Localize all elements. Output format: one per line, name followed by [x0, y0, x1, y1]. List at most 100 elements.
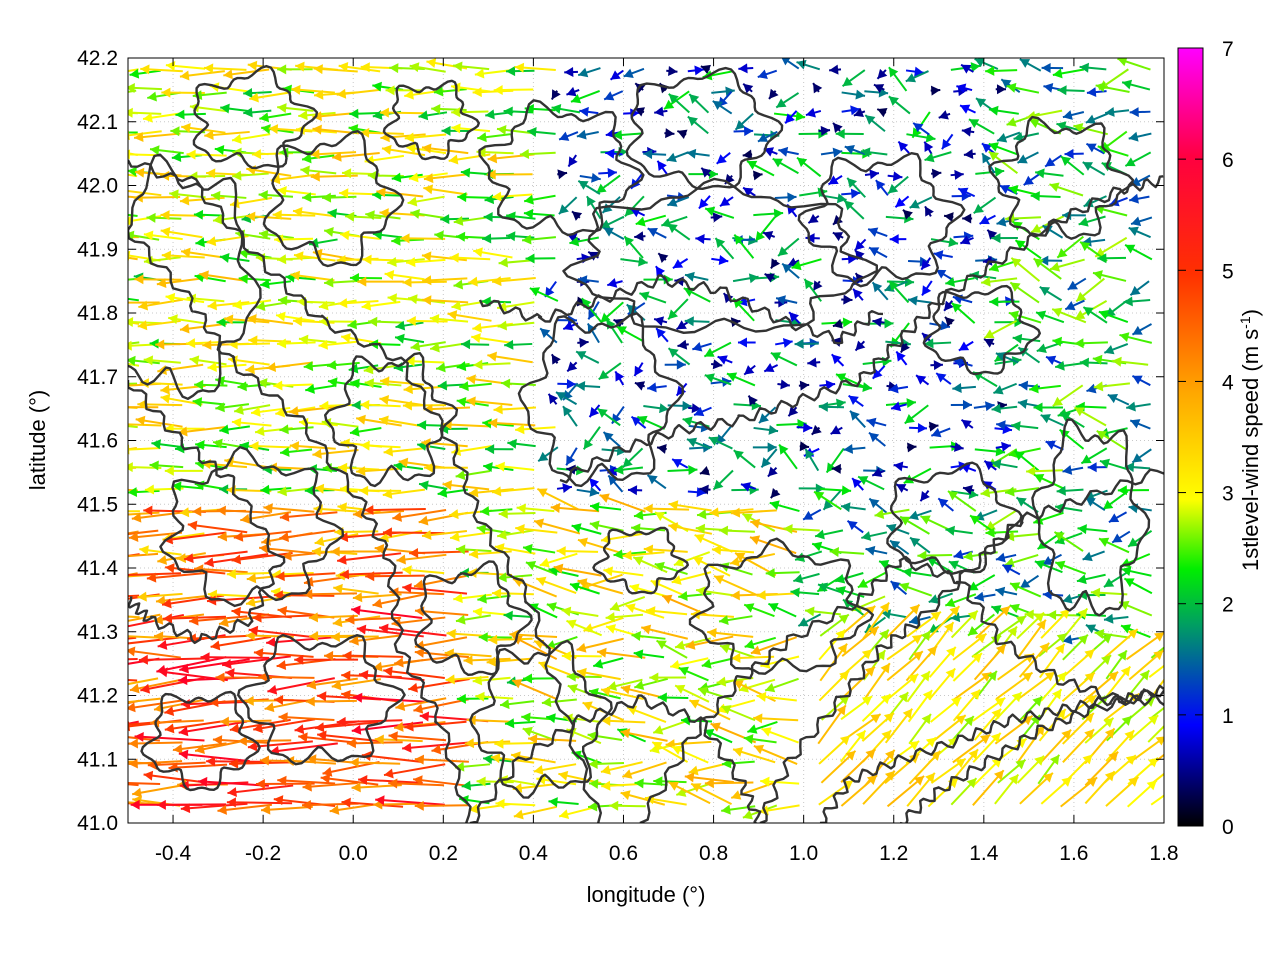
wind-arrow: [368, 316, 404, 327]
wind-arrow: [302, 781, 358, 792]
wind-arrow: [1093, 381, 1131, 392]
wind-arrow: [861, 693, 892, 722]
wind-arrow: [623, 67, 645, 78]
wind-arrow: [947, 490, 977, 512]
wind-arrow: [677, 339, 689, 350]
wind-arrow: [128, 782, 161, 786]
contour-line: [128, 153, 262, 400]
wind-arrow: [818, 734, 851, 765]
wind-arrow: [460, 167, 491, 178]
wind-arrow: [577, 67, 601, 78]
wind-arrow: [392, 509, 447, 522]
wind-arrow: [276, 254, 315, 265]
wind-arrow: [1103, 628, 1139, 659]
wind-arrow: [860, 147, 888, 158]
wind-arrow: [952, 733, 991, 764]
wind-arrow: [888, 95, 911, 115]
wind-arrow: [579, 172, 601, 183]
wind-arrow: [900, 342, 910, 354]
wind-arrow: [527, 126, 556, 137]
wind-arrow: [703, 341, 732, 358]
wind-arrow: [474, 68, 514, 79]
wind-arrow: [525, 560, 558, 576]
wind-arrow: [616, 325, 645, 343]
wind-arrow: [143, 230, 183, 241]
wind-arrow: [865, 545, 888, 556]
wind-arrow: [232, 299, 272, 310]
wind-arrow: [219, 252, 250, 263]
wind-arrow: [1148, 664, 1164, 678]
wind-arrow: [240, 511, 292, 524]
wind-arrow: [576, 667, 621, 681]
wind-arrow: [358, 774, 423, 785]
wind-arrow: [187, 520, 248, 534]
wind-arrow: [1017, 151, 1039, 164]
wind-arrow: [967, 613, 995, 637]
wind-arrow: [423, 173, 470, 184]
wind-arrow: [1062, 110, 1085, 120]
wind-arrow: [498, 508, 536, 519]
wind-arrow: [270, 173, 315, 185]
wind-arrow: [995, 552, 1017, 563]
x-axis-title: longitude (°): [587, 882, 706, 907]
wind-arrow: [881, 609, 907, 620]
wind-arrow: [128, 742, 138, 745]
wind-arrow: [193, 209, 225, 220]
wind-arrow: [164, 465, 203, 476]
wind-arrow: [684, 271, 709, 282]
wind-arrow: [1041, 63, 1064, 74]
wind-arrow: [886, 603, 921, 639]
wind-arrow: [973, 196, 997, 214]
wind-arrow: [841, 69, 866, 88]
wind-arrow: [1128, 714, 1159, 742]
wind-arrow: [737, 337, 756, 348]
wind-arrow: [928, 605, 961, 639]
y-tick-label: 41.9: [77, 238, 118, 261]
wind-arrow: [774, 192, 797, 203]
wind-arrow: [1082, 161, 1106, 176]
wind-arrow: [600, 215, 625, 230]
wind-arrow: [777, 379, 790, 390]
wind-arrow: [793, 572, 820, 584]
wind-arrow: [267, 677, 335, 695]
wind-arrow: [600, 761, 643, 775]
wind-arrow: [655, 327, 669, 343]
wind-arrow: [929, 696, 962, 723]
wind-arrow: [598, 167, 617, 178]
wind-arrow: [557, 169, 568, 180]
wind-arrow: [289, 441, 336, 452]
wind-arrow: [314, 533, 359, 547]
wind-arrow: [310, 149, 357, 160]
wind-arrow: [1040, 608, 1071, 639]
wind-arrow: [738, 63, 754, 74]
wind-arrow: [731, 652, 775, 663]
wind-arrow: [493, 404, 537, 415]
wind-arrow: [798, 380, 810, 391]
wind-arrow: [229, 758, 291, 769]
wind-arrow: [1099, 458, 1128, 471]
wind-arrow: [720, 705, 756, 722]
wind-arrow: [862, 770, 896, 805]
wind-arrow: [974, 591, 996, 602]
wind-arrow: [477, 132, 511, 143]
wind-arrow: [577, 537, 623, 555]
wind-arrow: [599, 493, 646, 513]
wind-arrow: [907, 689, 933, 723]
wind-arrow: [601, 780, 643, 791]
y-axis-title: latitude (°): [25, 390, 50, 491]
wind-arrow: [1064, 299, 1085, 311]
wind-arrow: [449, 252, 491, 263]
wind-arrow: [1085, 142, 1105, 155]
wind-arrow: [346, 738, 403, 749]
wind-arrow: [991, 233, 1018, 244]
wind-arrow: [1056, 235, 1084, 259]
wind-arrow: [601, 196, 621, 214]
wind-arrow: [1082, 306, 1108, 324]
wind-arrow: [356, 624, 424, 638]
wind-arrow: [468, 487, 514, 498]
wind-arrow: [1118, 600, 1153, 617]
wind-arrow: [840, 695, 873, 721]
wind-arrow: [995, 352, 1019, 364]
wind-arrow: [666, 222, 691, 241]
wind-arrow: [841, 625, 880, 657]
